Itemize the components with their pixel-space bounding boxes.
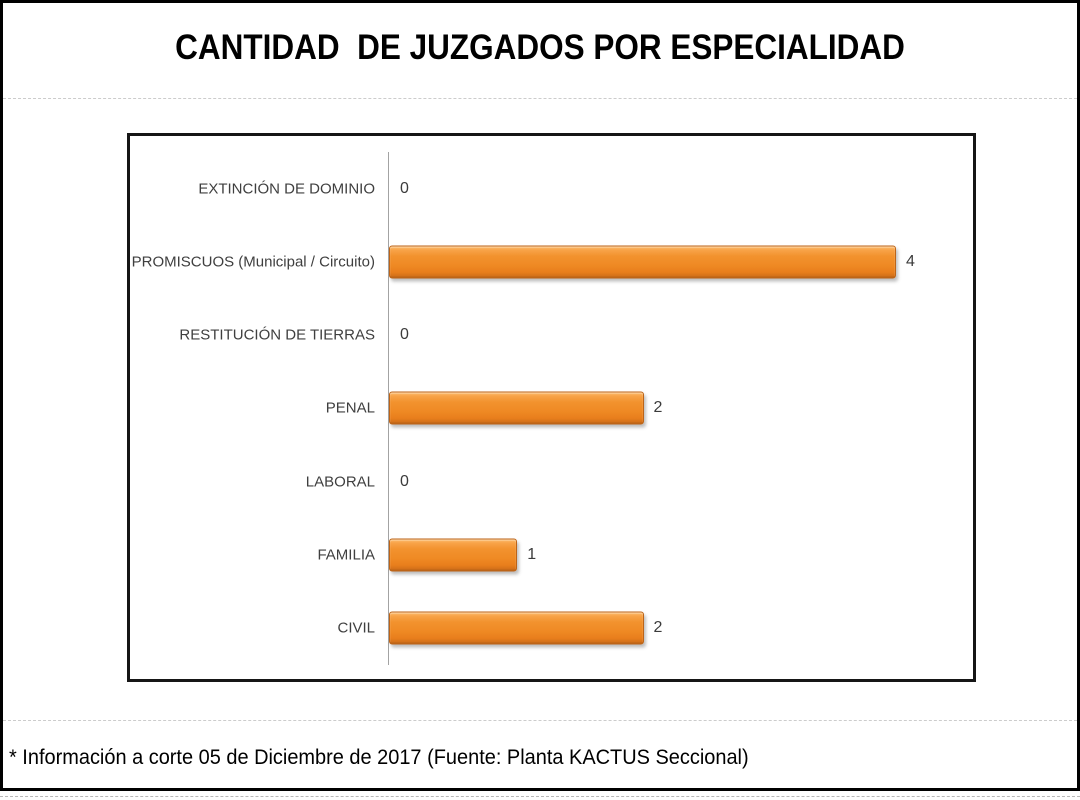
bar [389,245,896,279]
chart-frame: EXTINCIÓN DE DOMINIO 0 PROMISCUOS (Municip… [127,133,976,682]
category-label: LABORAL [305,473,375,491]
category-label: PENAL [325,399,375,417]
chart-row: PROMISCUOS (Municipal / Circuito) 4 [130,225,973,298]
value-label: 0 [400,472,409,490]
bar [389,611,644,645]
page-title: CANTIDAD DE JUZGADOS POR ESPECIALIDAD [175,28,905,67]
bottom-dashed-divider [3,720,1077,721]
value-label: 0 [400,179,409,197]
bar-chart-plot-area: EXTINCIÓN DE DOMINIO 0 PROMISCUOS (Municip… [130,152,973,665]
chart-row: RESTITUCIÓN DE TIERRAS 0 [130,299,973,372]
top-dashed-divider [3,98,1077,99]
category-label: PROMISCUOS (Municipal / Circuito) [131,253,375,271]
value-label: 2 [653,399,663,417]
chart-row: LABORAL 0 [130,445,973,518]
footer-note: * Información a corte 05 de Diciembre de… [9,746,749,769]
value-label: 1 [527,546,537,564]
chart-row: FAMILIA 1 [130,518,973,591]
chart-row: PENAL 2 [130,372,973,445]
value-label: 0 [400,326,409,344]
category-label: FAMILIA [317,546,375,564]
value-label: 4 [906,252,915,270]
page-edge-dashed-line [0,796,1080,797]
category-axis-line [388,152,389,665]
category-label: CIVIL [337,619,375,637]
category-label: EXTINCIÓN DE DOMINIO [198,180,375,198]
category-label: RESTITUCIÓN DE TIERRAS [179,326,375,344]
chart-row: CIVIL 2 [130,592,973,665]
bar [389,538,518,572]
chart-row: EXTINCIÓN DE DOMINIO 0 [130,152,973,225]
bar [389,391,644,425]
value-label: 2 [653,619,663,637]
